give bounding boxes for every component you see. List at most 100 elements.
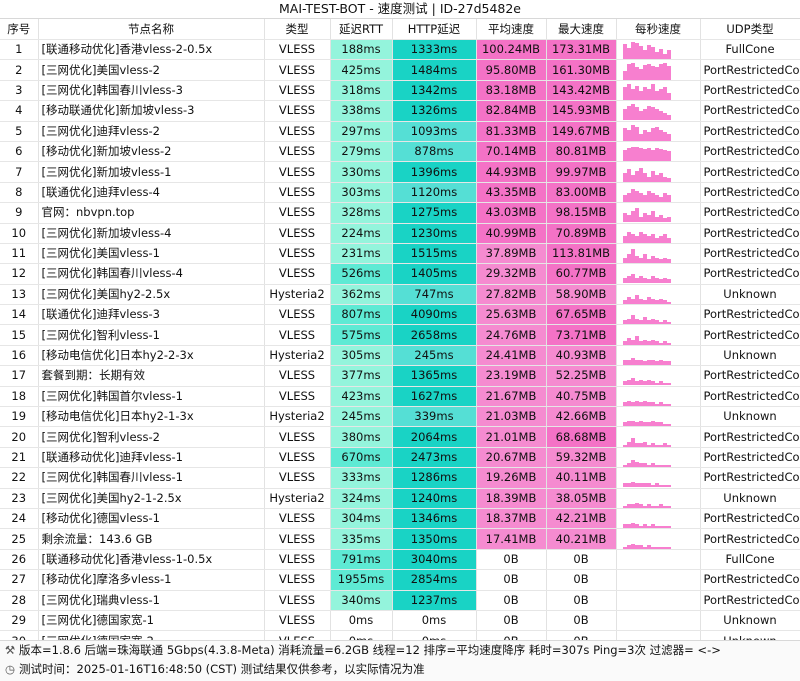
cell-per-second	[616, 386, 701, 408]
speed-bar	[630, 147, 635, 161]
speed-bar	[622, 258, 627, 263]
cell-node-name: 剩余流量：143.6 GB	[38, 528, 265, 550]
speed-bar	[626, 421, 631, 426]
cell-http: 1515ms	[392, 243, 477, 265]
speed-bar	[654, 526, 659, 528]
cell-udp-type: PortRestrictedCone	[700, 243, 800, 265]
speed-bar	[622, 44, 627, 59]
speed-bar	[630, 482, 635, 488]
cell-http: 1120ms	[392, 182, 477, 204]
cell-http: 1230ms	[392, 223, 477, 244]
cell-per-second	[616, 39, 701, 61]
cell-node-name: [三网优化]韩国春川vless-4	[38, 263, 265, 285]
speed-bar	[662, 218, 667, 222]
cell-node-name: [联通优化]迪拜vless-4	[38, 182, 265, 204]
speed-bar	[638, 90, 643, 100]
cell-index: 23	[0, 488, 39, 509]
speed-bar	[658, 444, 663, 447]
speed-bar	[642, 441, 647, 447]
cell-avg-speed: 100.24MB	[476, 39, 547, 61]
cell-type: VLESS	[264, 549, 331, 571]
speed-bar	[666, 194, 671, 202]
cell-index: 29	[0, 610, 39, 632]
cell-avg-speed: 18.37MB	[476, 508, 547, 530]
cell-rtt: 318ms	[330, 80, 393, 102]
speed-bar	[650, 276, 655, 284]
speed-sparkline	[617, 550, 700, 569]
cell-rtt: 245ms	[330, 406, 393, 428]
cell-node-name: [三网优化]美国hy2-2.5x	[38, 284, 265, 306]
speed-bar	[622, 86, 627, 100]
speed-bar	[650, 505, 655, 508]
speed-bar	[630, 421, 635, 426]
speed-bar	[654, 174, 659, 182]
speed-bar	[630, 460, 635, 467]
cell-rtt: 328ms	[330, 202, 393, 224]
cell-type: VLESS	[264, 223, 331, 244]
cell-type: VLESS	[264, 263, 331, 285]
speed-bar	[642, 254, 647, 263]
speed-bar	[646, 176, 651, 182]
speed-bar	[658, 526, 663, 528]
speed-bar	[650, 233, 655, 243]
speed-bar	[626, 168, 631, 182]
cell-index: 14	[0, 304, 39, 326]
header-type[interactable]: 类型	[264, 19, 331, 40]
cell-avg-speed: 81.33MB	[476, 121, 547, 142]
speed-bar	[650, 127, 655, 141]
cell-index: 18	[0, 386, 39, 408]
speed-sparkline	[617, 183, 700, 202]
cell-http: 1275ms	[392, 202, 477, 224]
speed-bar	[630, 401, 635, 406]
table-row: 15 [三网优化]智利vless-1 VLESS 575ms 2658ms 24.76MB…	[0, 324, 800, 346]
cell-rtt: 670ms	[330, 447, 393, 469]
cell-avg-speed: 40.99MB	[476, 223, 547, 244]
header-per-second[interactable]: 每秒速度	[616, 19, 701, 40]
cell-udp-type: PortRestrictedCone	[700, 80, 800, 102]
speed-bar	[642, 361, 647, 365]
cell-node-name: [移动电信优化]日本hy2-1-3x	[38, 406, 265, 428]
footer-info-line: ⚒ 版本=1.8.6 后端=珠海联通 5Gbps(4.3.8-Meta) 消耗流量…	[0, 641, 800, 660]
speed-bar	[646, 106, 651, 121]
cell-max-speed: 173.31MB	[546, 39, 617, 61]
speed-bar	[630, 358, 635, 365]
cell-max-speed: 73.71MB	[546, 324, 617, 346]
header-http[interactable]: HTTP延迟	[392, 19, 477, 40]
speed-bar	[630, 523, 635, 528]
speed-bar	[634, 107, 639, 121]
cell-per-second	[616, 610, 701, 632]
cell-avg-speed: 43.35MB	[476, 182, 547, 204]
header-rtt[interactable]: 延迟RTT	[330, 19, 393, 40]
cell-http: 1240ms	[392, 488, 477, 509]
speed-bar	[638, 68, 643, 80]
speed-bar	[646, 259, 651, 263]
speed-bar	[662, 192, 667, 202]
cell-rtt: 279ms	[330, 141, 393, 163]
header-node-name[interactable]: 节点名称	[38, 19, 265, 40]
table-row: 13 [三网优化]美国hy2-2.5x Hysteria2 362ms 747ms 27.…	[0, 284, 800, 306]
speed-bar	[650, 319, 655, 324]
table-row: 19 [移动电信优化]日本hy2-1-3x Hysteria2 245ms 339ms 2…	[0, 406, 800, 428]
table-row: 6 [移动优化]新加坡vless-2 VLESS 279ms 878ms 70.14MB 8…	[0, 141, 800, 163]
cell-per-second	[616, 528, 701, 550]
speed-bar	[650, 65, 655, 80]
cell-rtt: 807ms	[330, 304, 393, 326]
cell-http: 2658ms	[392, 324, 477, 346]
table-row: 22 [三网优化]韩国春川vless-1 VLESS 333ms 1286ms 19.26…	[0, 467, 800, 489]
cell-type: VLESS	[264, 590, 331, 611]
header-max-speed[interactable]: 最大速度	[546, 19, 617, 40]
speed-bar	[638, 442, 643, 447]
cell-max-speed: 52.25MB	[546, 365, 617, 387]
cell-avg-speed: 24.76MB	[476, 324, 547, 346]
speed-bar	[622, 465, 627, 467]
cell-node-name: [三网优化]德国家宽-1	[38, 610, 265, 632]
header-udp[interactable]: UDP类型	[700, 19, 800, 40]
header-avg-speed[interactable]: 平均速度	[476, 19, 547, 40]
header-index[interactable]: 序号	[0, 19, 39, 40]
speed-bar	[638, 320, 643, 324]
table-header-row: 序号 节点名称 类型 延迟RTT HTTP延迟 平均速度 最大速度 每秒速度 U…	[0, 19, 800, 40]
table-row: 25 剩余流量：143.6 GB VLESS 335ms 1350ms 17.41MB 40…	[0, 528, 800, 550]
cell-type: Hysteria2	[264, 406, 331, 428]
speed-bar	[666, 237, 671, 243]
speed-sparkline	[617, 101, 700, 121]
